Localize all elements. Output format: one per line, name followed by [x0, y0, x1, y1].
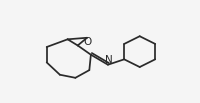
Text: N: N	[105, 55, 113, 65]
Text: O: O	[84, 37, 92, 47]
